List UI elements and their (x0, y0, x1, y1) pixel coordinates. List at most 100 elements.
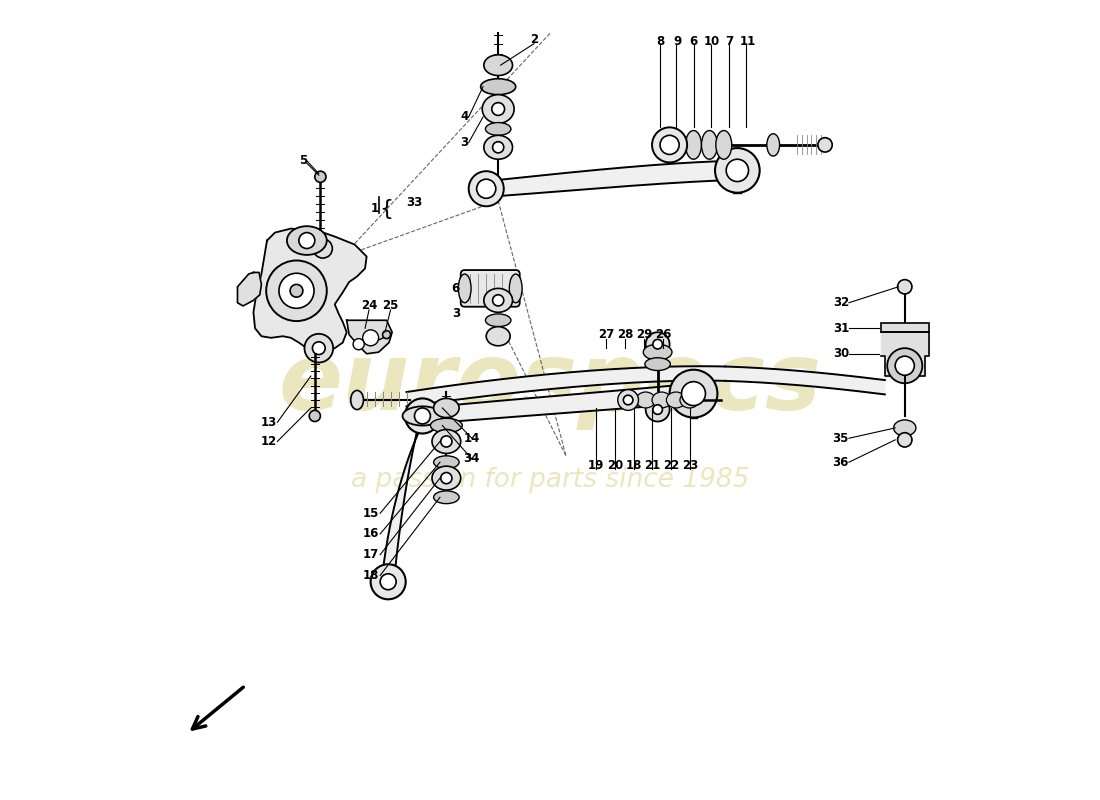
Ellipse shape (486, 326, 510, 346)
Ellipse shape (287, 226, 327, 255)
Ellipse shape (652, 127, 688, 162)
Text: 10: 10 (704, 34, 720, 48)
Circle shape (818, 138, 833, 152)
Ellipse shape (509, 274, 522, 302)
Text: 31: 31 (833, 322, 849, 334)
Circle shape (898, 433, 912, 447)
Circle shape (381, 574, 396, 590)
Circle shape (652, 339, 662, 349)
Circle shape (652, 405, 662, 414)
Circle shape (353, 338, 364, 350)
Ellipse shape (652, 392, 671, 408)
Ellipse shape (484, 55, 513, 75)
Text: 8: 8 (656, 34, 664, 48)
Ellipse shape (620, 392, 639, 408)
Circle shape (646, 332, 670, 356)
Circle shape (492, 102, 505, 115)
Ellipse shape (482, 94, 514, 123)
Text: 22: 22 (663, 459, 680, 472)
Text: 18: 18 (626, 459, 642, 472)
Ellipse shape (636, 392, 656, 408)
Polygon shape (491, 161, 734, 197)
Circle shape (888, 348, 922, 383)
FancyBboxPatch shape (461, 270, 519, 306)
Circle shape (441, 473, 452, 484)
Circle shape (290, 285, 303, 297)
Text: 19: 19 (588, 459, 604, 472)
Circle shape (305, 334, 333, 362)
Text: 29: 29 (636, 328, 652, 341)
Polygon shape (881, 332, 928, 376)
Circle shape (895, 356, 914, 375)
Ellipse shape (432, 466, 461, 490)
Ellipse shape (433, 491, 459, 504)
Text: 28: 28 (617, 328, 634, 341)
Polygon shape (238, 273, 262, 306)
Text: 36: 36 (833, 456, 849, 469)
Ellipse shape (644, 344, 672, 360)
Text: 26: 26 (654, 328, 671, 341)
Ellipse shape (667, 392, 685, 408)
Circle shape (383, 330, 390, 338)
Circle shape (493, 142, 504, 153)
Ellipse shape (702, 130, 717, 159)
Text: 34: 34 (464, 453, 480, 466)
Text: 4: 4 (461, 110, 469, 123)
Ellipse shape (430, 418, 462, 433)
Text: 20: 20 (607, 459, 624, 472)
Ellipse shape (484, 135, 513, 159)
Text: 14: 14 (464, 432, 480, 445)
Text: 27: 27 (597, 328, 614, 341)
Text: 3: 3 (452, 307, 460, 321)
Ellipse shape (433, 398, 459, 418)
Ellipse shape (484, 288, 513, 312)
Circle shape (726, 159, 748, 182)
Ellipse shape (685, 130, 702, 159)
Circle shape (371, 564, 406, 599)
Ellipse shape (433, 456, 459, 469)
Ellipse shape (716, 130, 732, 159)
Text: 13: 13 (261, 416, 277, 429)
Ellipse shape (645, 358, 670, 370)
Circle shape (299, 233, 315, 249)
Text: 32: 32 (833, 296, 849, 310)
Ellipse shape (680, 392, 700, 408)
FancyBboxPatch shape (881, 322, 928, 332)
Circle shape (405, 398, 440, 434)
Ellipse shape (459, 274, 471, 302)
Text: 12: 12 (261, 435, 277, 448)
Text: a passion for parts since 1985: a passion for parts since 1985 (351, 466, 749, 493)
Text: 2: 2 (530, 33, 538, 46)
Circle shape (682, 382, 705, 406)
Circle shape (315, 171, 326, 182)
Circle shape (266, 261, 327, 321)
Text: {: { (379, 198, 394, 218)
Text: 15: 15 (362, 506, 378, 520)
Ellipse shape (485, 122, 510, 135)
Circle shape (898, 280, 912, 294)
Text: 18: 18 (362, 569, 378, 582)
Text: 6: 6 (690, 34, 697, 48)
Ellipse shape (485, 314, 510, 326)
Circle shape (618, 390, 638, 410)
Text: 16: 16 (362, 527, 378, 541)
Circle shape (279, 274, 313, 308)
Text: 11: 11 (739, 34, 756, 48)
Text: 7: 7 (725, 34, 734, 48)
Text: 30: 30 (833, 347, 849, 360)
Ellipse shape (432, 430, 461, 454)
Polygon shape (253, 229, 366, 354)
Circle shape (441, 436, 452, 447)
Circle shape (314, 239, 332, 258)
Circle shape (660, 135, 679, 154)
Circle shape (493, 294, 504, 306)
Circle shape (312, 342, 326, 354)
Circle shape (476, 179, 496, 198)
Text: 21: 21 (644, 459, 660, 472)
Circle shape (363, 330, 378, 346)
Text: 33: 33 (407, 196, 422, 209)
Text: 3: 3 (461, 136, 469, 149)
Circle shape (646, 398, 670, 422)
Circle shape (309, 410, 320, 422)
Circle shape (415, 408, 430, 424)
